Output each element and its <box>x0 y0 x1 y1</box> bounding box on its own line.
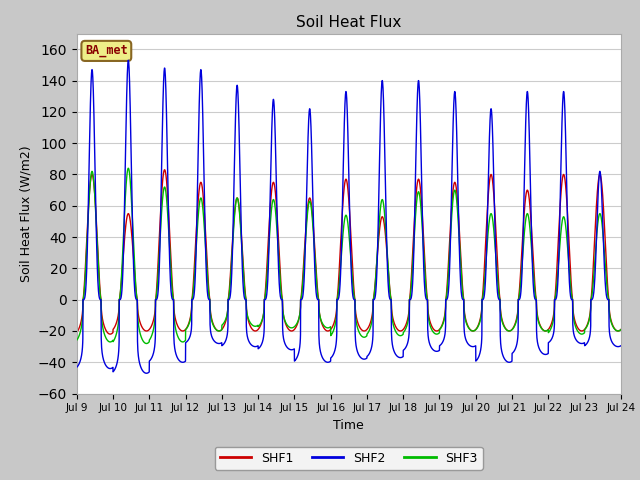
SHF3 <box>617 327 625 333</box>
Legend: SHF1, SHF2, SHF3: SHF1, SHF2, SHF3 <box>214 447 483 469</box>
SHF3 <box>616 327 624 333</box>
SHF3 <box>124 165 132 171</box>
SHF3 <box>441 314 449 320</box>
Line: SHF1: SHF1 <box>77 170 621 334</box>
SHF3 <box>471 327 479 333</box>
SHF1 <box>329 324 337 329</box>
SHF2 <box>73 364 81 370</box>
SHF1 <box>106 331 114 337</box>
Line: SHF3: SHF3 <box>77 168 621 344</box>
SHF2 <box>124 57 132 63</box>
SHF3 <box>171 321 179 327</box>
SHF2 <box>171 346 179 351</box>
SHF2 <box>616 343 624 349</box>
SHF2 <box>441 333 449 339</box>
SHF3 <box>329 330 337 336</box>
SHF3 <box>143 341 150 347</box>
SHF1 <box>502 326 509 332</box>
SHF2 <box>502 358 509 363</box>
SHF2 <box>329 353 337 359</box>
Line: SHF2: SHF2 <box>77 60 621 373</box>
SHF1 <box>441 312 449 318</box>
SHF1 <box>617 326 625 332</box>
SHF1 <box>73 329 81 335</box>
SHF2 <box>617 343 625 348</box>
SHF1 <box>616 327 624 333</box>
Text: BA_met: BA_met <box>85 44 128 58</box>
SHF2 <box>143 371 150 376</box>
SHF1 <box>171 313 179 319</box>
SHF1 <box>471 327 479 333</box>
SHF3 <box>502 326 509 332</box>
Y-axis label: Soil Heat Flux (W/m2): Soil Heat Flux (W/m2) <box>19 145 32 282</box>
SHF3 <box>73 337 81 343</box>
X-axis label: Time: Time <box>333 419 364 432</box>
SHF1 <box>161 167 168 173</box>
Title: Soil Heat Flux: Soil Heat Flux <box>296 15 401 30</box>
SHF2 <box>471 343 479 349</box>
